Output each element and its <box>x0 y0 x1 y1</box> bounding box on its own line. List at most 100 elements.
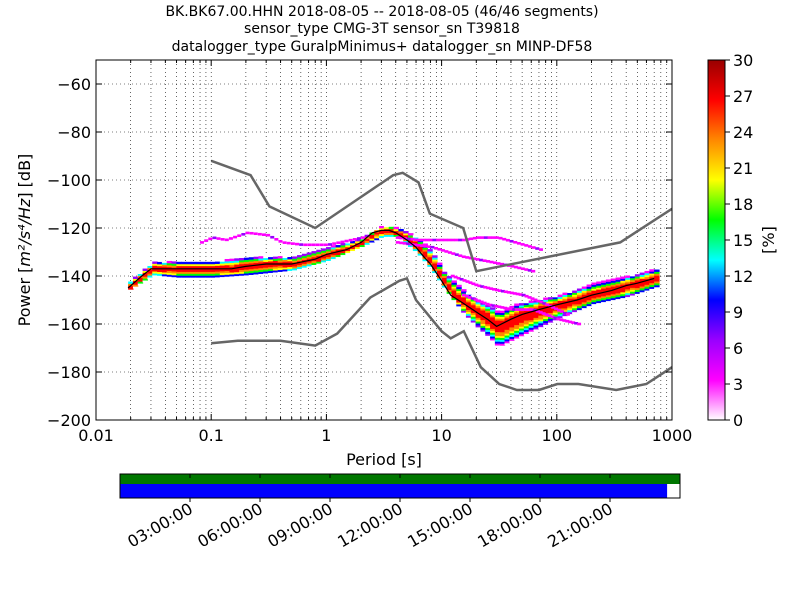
chart-title: BK.BK67.00.HHN 2018-08-05 -- 2018-08-05 … <box>165 4 598 55</box>
density-cell <box>576 300 583 303</box>
density-cell <box>625 281 631 284</box>
density-cell <box>364 242 371 245</box>
density-cell <box>152 263 158 266</box>
density-cell <box>499 312 506 315</box>
density-cell <box>181 275 187 278</box>
density-cell <box>441 287 448 290</box>
density-cell <box>499 333 506 337</box>
density-cell <box>422 243 428 246</box>
density-cell <box>181 265 187 269</box>
density-cell <box>625 294 631 298</box>
density-cell <box>470 300 477 304</box>
density-cell <box>620 284 626 287</box>
density-cell <box>210 273 216 276</box>
density-cell <box>205 261 211 265</box>
density-cell <box>287 270 293 273</box>
density-cell <box>272 264 279 267</box>
density-cell <box>456 290 462 293</box>
density-cell <box>490 339 496 343</box>
density-cell <box>494 310 501 313</box>
density-cell <box>287 260 293 264</box>
density-cell <box>520 308 525 311</box>
density-cell <box>509 326 515 330</box>
density-cell <box>190 261 197 265</box>
density-cell <box>567 290 573 294</box>
density-cell <box>494 318 501 321</box>
density-cell <box>576 309 583 313</box>
density-cell <box>630 273 636 277</box>
density-cell <box>524 294 529 298</box>
density-cell <box>544 313 549 316</box>
density-cell <box>272 260 279 263</box>
density-cell <box>480 321 486 324</box>
density-cell <box>441 273 448 277</box>
density-cell <box>270 235 275 239</box>
density-cell <box>509 328 515 332</box>
density-cell <box>547 297 554 300</box>
density-cell <box>214 276 221 280</box>
density-cell <box>297 268 303 271</box>
density-cell <box>572 311 578 315</box>
density-cell <box>596 281 602 284</box>
density-cell <box>147 277 153 280</box>
density-cell <box>282 259 288 262</box>
density-cell <box>527 296 532 299</box>
density-cell <box>432 259 438 262</box>
density-cell <box>615 290 621 294</box>
density-cell <box>224 266 231 270</box>
density-cell <box>514 332 520 335</box>
density-cell <box>470 302 477 306</box>
density-cell <box>166 276 173 279</box>
density-cell <box>514 316 520 320</box>
x-tick-label: 0.1 <box>198 426 223 445</box>
density-cell <box>301 257 308 260</box>
density-cell <box>388 232 395 235</box>
density-cell <box>224 258 231 262</box>
density-cell <box>490 330 496 333</box>
density-cell <box>321 248 327 251</box>
density-cell <box>161 260 168 263</box>
density-cell <box>490 315 496 318</box>
density-cell <box>530 297 535 300</box>
density-cell <box>552 312 559 315</box>
density-cell <box>345 248 351 252</box>
density-cell <box>277 258 284 261</box>
density-cell <box>219 270 226 274</box>
density-cell <box>523 329 530 333</box>
density-cell <box>518 308 523 311</box>
density-cell <box>186 269 192 272</box>
density-cell <box>186 271 192 274</box>
density-cell <box>243 274 250 278</box>
density-cell <box>450 274 455 278</box>
density-cell <box>171 276 177 280</box>
density-cell <box>364 240 371 243</box>
density-cell <box>219 268 226 272</box>
density-cell <box>480 319 486 323</box>
density-cell <box>528 304 535 307</box>
density-cell <box>494 314 501 317</box>
density-cell <box>311 253 317 256</box>
density-cell <box>572 294 578 297</box>
density-cell <box>345 246 351 250</box>
density-cell <box>330 248 337 252</box>
density-cell <box>306 265 313 269</box>
density-cell <box>451 299 457 303</box>
density-cell <box>420 244 425 248</box>
density-cell <box>132 286 139 289</box>
density-cell <box>364 234 371 238</box>
colorbar-tick-label: 6 <box>733 339 743 358</box>
density-cell <box>263 265 269 268</box>
density-cell <box>325 258 332 261</box>
density-cell <box>433 246 438 250</box>
density-cell <box>533 321 539 324</box>
density-cell <box>547 302 554 306</box>
density-cell <box>458 254 463 258</box>
density-cell <box>475 305 482 309</box>
density-cell <box>316 253 322 256</box>
density-cell <box>539 300 544 304</box>
density-cell <box>219 261 226 264</box>
density-cell <box>243 271 250 274</box>
density-cell <box>462 279 467 282</box>
colorbar-tick-label: 3 <box>733 375 743 394</box>
density-cell <box>292 256 298 259</box>
